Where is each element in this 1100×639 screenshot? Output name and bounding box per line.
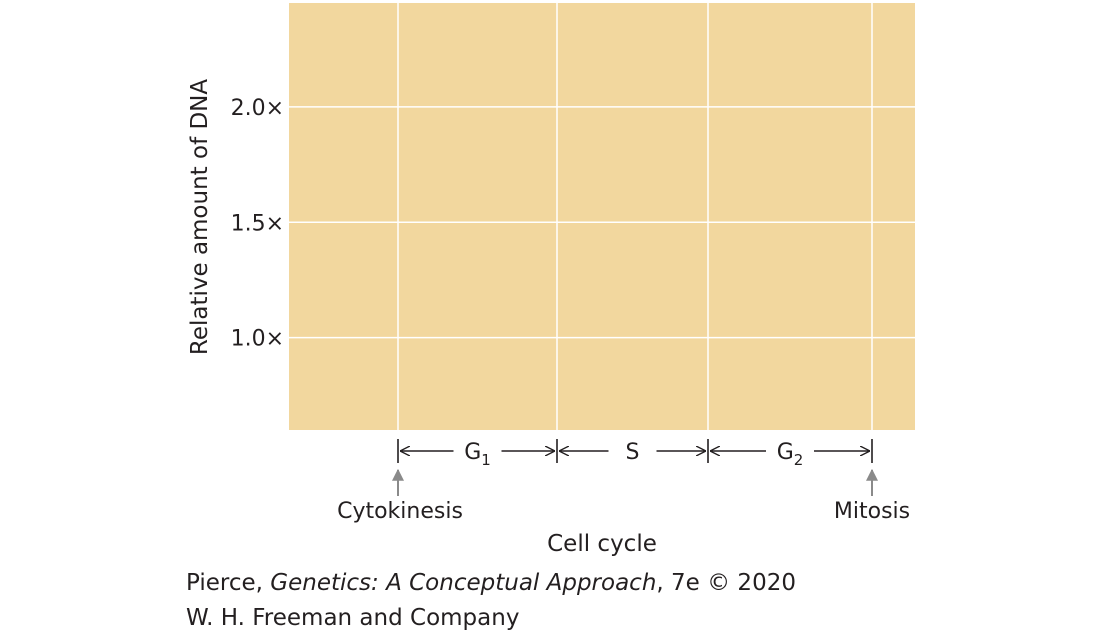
dna-chart: 1.0×1.5×2.0× Relative amount of DNA G1 S G…: [187, 3, 915, 557]
y-tick-label-1: 1.5×: [231, 211, 284, 236]
phase-label-2: G2: [777, 440, 804, 469]
gridlines: [289, 3, 915, 430]
credit-edition: , 7e © 2020: [656, 570, 796, 596]
phase-subscript-0: 1: [481, 451, 491, 469]
y-tick-label-0: 1.0×: [231, 327, 284, 352]
credit-prefix: Pierce,: [186, 570, 271, 596]
credit-line-1: Pierce, Genetics: A Conceptual Approach,…: [186, 568, 796, 598]
phase-label-0: G1: [464, 440, 491, 469]
phase-label-1: S: [626, 440, 640, 465]
phase-subscript-2: 2: [794, 451, 804, 469]
credit-book-title: Genetics: A Conceptual Approach: [270, 570, 657, 596]
cytokinesis-label: Cytokinesis: [337, 499, 463, 524]
credit-line-2: W. H. Freeman and Company: [186, 605, 520, 631]
x-axis-label: Cell cycle: [547, 531, 657, 557]
plot-area: [289, 3, 915, 430]
phase-bar: G1 S G2: [397, 439, 873, 469]
mitosis-label: Mitosis: [834, 499, 910, 524]
y-axis-label: Relative amount of DNA: [187, 79, 213, 356]
y-axis-ticks: 1.0× 1.5× 2.0×: [231, 96, 284, 352]
y-tick-label-2: 2.0×: [231, 96, 284, 121]
